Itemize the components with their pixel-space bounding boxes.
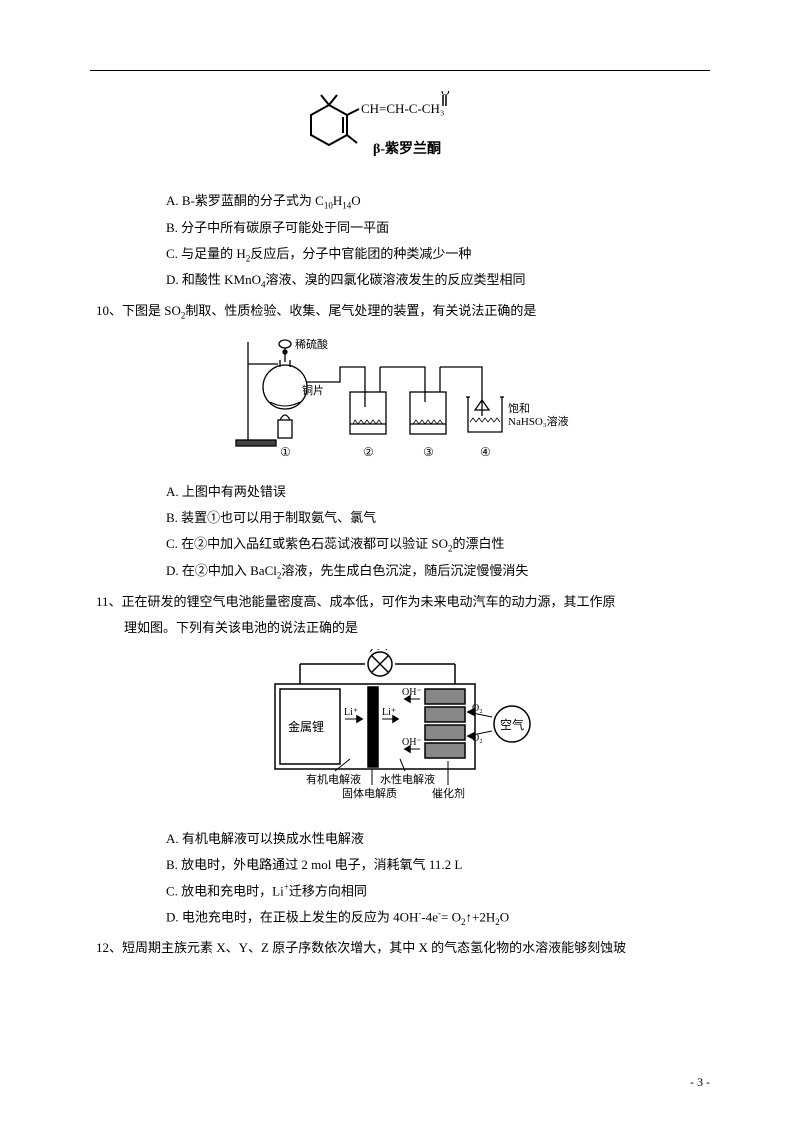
text: 制取、性质检验、收集、尾气处理的装置，有关说法正确的是 <box>185 303 536 318</box>
label-acid: 稀硫酸 <box>295 337 328 351</box>
label-1: ① <box>280 445 291 459</box>
label-catalyst: 催化剂 <box>432 786 465 800</box>
q9-opt-d: D. 和酸性 KMnO4溶液、溴的四氯化碳溶液发生的反应类型相同 <box>166 267 710 294</box>
label-copper: 铜片 <box>302 383 324 397</box>
q9-opt-a: A. B-紫罗蓝酮的分子式为 C10H14O <box>166 188 710 215</box>
q11-opt-a: A. 有机电解液可以换成水性电解液 <box>166 826 710 852</box>
label-li-ion1: Li⁺ <box>344 707 358 718</box>
label-solution1: 饱和 <box>508 401 530 415</box>
text: O <box>351 193 360 208</box>
label-oh1: OH⁻ <box>402 687 422 698</box>
text: C. 放电和充电时，Li <box>166 883 284 898</box>
q10-opt-a: A. 上图中有两处错误 <box>166 479 710 505</box>
figure-battery: 金属锂 Li⁺ Li⁺ OH⁻ OH⁻ O₂ O₂ 空气 有机电解液 水性电解液… <box>90 649 710 814</box>
text: 溶液，先生成白色沉淀，随后沉淀慢慢消失 <box>281 563 528 578</box>
q9-opt-b: B. 分子中所有碳原子可能处于同一平面 <box>166 215 710 241</box>
number: 10、 <box>96 303 122 318</box>
top-rule <box>90 70 710 71</box>
q10-opt-d: D. 在②中加入 BaCl2溶液，先生成白色沉淀，随后沉淀慢慢消失 <box>166 558 710 585</box>
text: 迁移方向相同 <box>289 883 367 898</box>
text: A. B-紫罗蓝酮的分子式为 C <box>166 193 324 208</box>
ionone-structure-svg: CH=CH-C-CH₃ O β-紫罗兰酮 <box>295 91 505 171</box>
label-oh2: OH⁻ <box>402 737 422 748</box>
q11-opt-c: C. 放电和充电时，Li+迁移方向相同 <box>166 878 710 904</box>
text: ↑+2H <box>466 909 496 924</box>
q10-opt-b: B. 装置①也可以用于制取氨气、氯气 <box>166 505 710 531</box>
label-o2-2: O₂ <box>472 733 483 744</box>
text: -4e <box>421 909 438 924</box>
ionone-caption: β-紫罗兰酮 <box>373 140 441 157</box>
label-aqueous: 水性电解液 <box>380 772 435 786</box>
text: D. 和酸性 KMnO <box>166 272 261 287</box>
text: D. 在②中加入 BaCl <box>166 563 277 578</box>
text: 反应后，分子中官能团的种类减少一种 <box>250 246 471 261</box>
label-4: ④ <box>480 445 491 459</box>
text: 正在研发的锂空气电池能量密度高、成本低，可作为未来电动汽车的动力源，其工作原 <box>122 594 616 609</box>
number: 12、 <box>96 940 122 955</box>
text: D. 电池充电时，在正极上发生的反应为 4OH <box>166 909 418 924</box>
text: C. 在②中加入品红或紫色石蕊试液都可以验证 SO <box>166 536 448 551</box>
text: 的漂白性 <box>453 536 505 551</box>
page-number: - 3 - <box>690 1075 710 1090</box>
chain-text: CH=CH-C-CH₃ <box>361 101 444 116</box>
q9-opt-c: C. 与足量的 H2反应后，分子中官能团的种类减少一种 <box>166 241 710 268</box>
apparatus-svg: 稀硫酸 铜片 饱和 NaHSO₃溶液 ① ② ③ ④ <box>230 332 570 462</box>
text: 短周期主族元素 X、Y、Z 原子序数依次增大，其中 X 的气态氢化物的水溶液能够… <box>122 940 626 955</box>
q11-opt-b: B. 放电时，外电路通过 2 mol 电子，消耗氧气 11.2 L <box>166 852 710 878</box>
battery-svg: 金属锂 Li⁺ Li⁺ OH⁻ OH⁻ O₂ O₂ 空气 有机电解液 水性电解液… <box>250 649 550 809</box>
label-li-ion2: Li⁺ <box>382 707 396 718</box>
q9-options: A. B-紫罗蓝酮的分子式为 C10H14O B. 分子中所有碳原子可能处于同一… <box>90 188 710 294</box>
q10-options: A. 上图中有两处错误 B. 装置①也可以用于制取氨气、氯气 C. 在②中加入品… <box>90 479 710 584</box>
label-air: 空气 <box>500 717 524 732</box>
page-container: CH=CH-C-CH₃ O β-紫罗兰酮 A. B-紫罗蓝酮的分子式为 C10H… <box>0 0 800 1132</box>
text: H <box>333 193 342 208</box>
oxygen-label: O <box>441 91 450 98</box>
text: 溶液、溴的四氯化碳溶液发生的反应类型相同 <box>265 272 525 287</box>
text: 下图是 SO <box>122 303 181 318</box>
sub: 10 <box>324 201 333 211</box>
q12-stem: 12、短周期主族元素 X、Y、Z 原子序数依次增大，其中 X 的气态氢化物的水溶… <box>118 935 710 961</box>
label-2: ② <box>363 445 374 459</box>
label-li-metal: 金属锂 <box>288 719 324 734</box>
label-3: ③ <box>423 445 434 459</box>
q11-stem1: 11、正在研发的锂空气电池能量密度高、成本低，可作为未来电动汽车的动力源，其工作… <box>118 589 710 615</box>
q11-opt-d: D. 电池充电时，在正极上发生的反应为 4OH--4e-= O2↑+2H2O <box>166 904 710 931</box>
figure-ionone: CH=CH-C-CH₃ O β-紫罗兰酮 <box>90 91 710 176</box>
number: 11、 <box>96 594 122 609</box>
sub: 14 <box>342 201 351 211</box>
label-organic: 有机电解液 <box>306 772 361 786</box>
label-solution2: NaHSO₃溶液 <box>508 414 569 428</box>
q10-opt-c: C. 在②中加入品红或紫色石蕊试液都可以验证 SO2的漂白性 <box>166 531 710 558</box>
q11-options: A. 有机电解液可以换成水性电解液 B. 放电时，外电路通过 2 mol 电子，… <box>90 826 710 931</box>
text: = O <box>441 909 461 924</box>
text: C. 与足量的 H <box>166 246 246 261</box>
label-o2-1: O₂ <box>472 703 483 714</box>
q11-stem2: 理如图。下列有关该电池的说法正确的是 <box>90 615 710 641</box>
q10-stem: 10、下图是 SO2制取、性质检验、收集、尾气处理的装置，有关说法正确的是 <box>118 298 710 325</box>
label-solid: 固体电解质 <box>342 786 397 800</box>
text: O <box>500 909 509 924</box>
figure-apparatus: 稀硫酸 铜片 饱和 NaHSO₃溶液 ① ② ③ ④ <box>90 332 710 467</box>
